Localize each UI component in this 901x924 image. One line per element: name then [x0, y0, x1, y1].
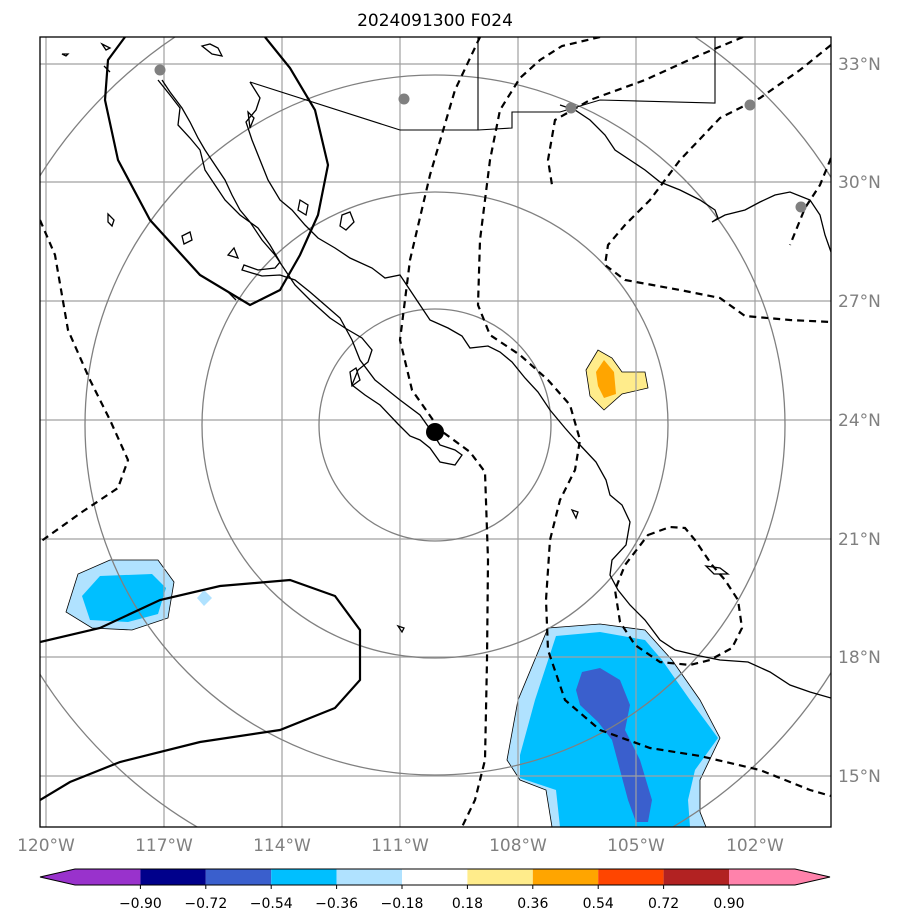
lat-label: 24°N	[838, 411, 881, 431]
lon-label: 108°W	[489, 836, 547, 856]
track-point	[795, 201, 807, 213]
colorbar-segment	[336, 869, 402, 885]
colorbar-segment	[532, 869, 599, 885]
range-rings	[40, 37, 831, 827]
track-points	[154, 64, 807, 213]
colorbar: −0.90 −0.72 −0.54 −0.36 −0.18 0.18 0.36 …	[39, 868, 831, 912]
lat-label: 15°N	[838, 767, 881, 787]
colorbar-tick-label: 0.54	[583, 896, 614, 912]
graticule	[40, 37, 831, 827]
colorbar-tick-label: 0.36	[517, 896, 548, 912]
colorbar-segment	[271, 869, 337, 885]
colorbar-tick-label: 0.72	[648, 896, 679, 912]
colorbar-segment	[663, 869, 729, 885]
negative-anomaly-west	[65, 559, 212, 631]
map-title: 2024091300 F024	[357, 11, 513, 31]
track-point	[565, 102, 577, 114]
track-point	[744, 99, 756, 111]
lon-axis: 120°W 117°W 114°W 111°W 108°W 105°W 102°…	[17, 836, 784, 856]
colorbar-segment	[729, 869, 795, 885]
colorbar-segment	[598, 869, 664, 885]
colorbar-segment	[75, 869, 141, 885]
colorbar-tick-label: −0.36	[315, 896, 358, 912]
colorbar-segment	[795, 869, 830, 885]
colorbar-tick-label: −0.18	[381, 896, 424, 912]
colorbar-tick-label: −0.90	[119, 896, 162, 912]
colorbar-segment	[40, 869, 75, 885]
colorbar-segment	[467, 869, 533, 885]
lon-label: 117°W	[135, 836, 193, 856]
plot-frame	[39, 36, 832, 828]
lon-label: 120°W	[17, 836, 75, 856]
track-point	[154, 64, 166, 76]
colorbar-segment	[205, 869, 272, 885]
lon-label: 114°W	[253, 836, 311, 856]
lat-label: 21°N	[838, 530, 881, 550]
colorbar-segment	[402, 869, 468, 885]
track-point	[398, 93, 410, 105]
colorbar-tick-label: −0.72	[184, 896, 227, 912]
colorbar-tick-label: −0.54	[250, 896, 293, 912]
lat-axis: 33°N 30°N 27°N 24°N 21°N 18°N 15°N	[838, 55, 881, 787]
coastlines	[61, 42, 831, 699]
lat-label: 33°N	[838, 55, 881, 75]
lat-label: 27°N	[838, 292, 881, 312]
colorbar-outline	[39, 868, 831, 886]
colorbar-tick-label: 0.90	[713, 896, 744, 912]
storm-center-marker	[426, 423, 444, 441]
lon-label: 105°W	[607, 836, 665, 856]
contours	[40, 37, 831, 827]
political-borders	[249, 37, 716, 131]
lat-label: 30°N	[838, 173, 881, 193]
lat-label: 18°N	[838, 648, 881, 668]
positive-anomaly	[585, 349, 649, 411]
colorbar-segment	[140, 869, 206, 885]
colorbar-tick-label: 0.18	[452, 896, 483, 912]
lon-label: 111°W	[371, 836, 429, 856]
lon-label: 102°W	[726, 836, 784, 856]
